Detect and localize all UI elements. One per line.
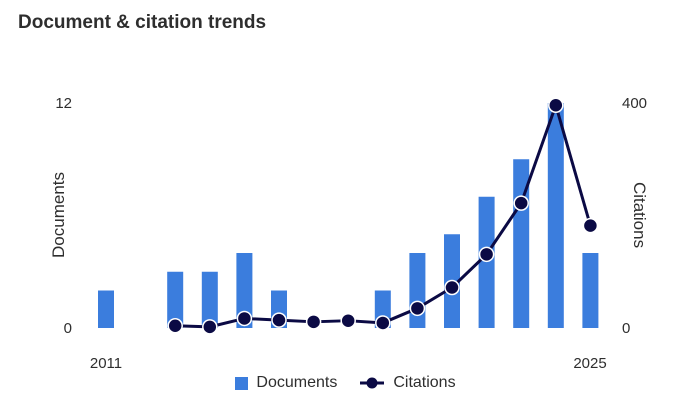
documents-bar-2024[interactable] (547, 103, 564, 328)
citations-point-2021[interactable] (444, 279, 460, 296)
y-left-tick-min: 0 (64, 320, 72, 337)
documents-bar-2020[interactable] (409, 253, 426, 328)
y-right-tick-max: 400 (622, 95, 647, 112)
x-tick-end: 2025 (573, 355, 606, 370)
citations-point-2019[interactable] (375, 315, 391, 331)
citations-point-2020[interactable] (409, 300, 426, 317)
documents-bar-2013[interactable] (167, 271, 184, 328)
y-left-axis-label: Documents (49, 172, 68, 258)
documents-bar-2022[interactable] (478, 196, 495, 328)
legend-item-documents[interactable]: Documents (235, 374, 337, 392)
y-right-tick-min: 0 (622, 320, 630, 337)
documents-bar-2011[interactable] (98, 290, 114, 329)
chart-title: Document & citation trends (18, 12, 267, 33)
x-tick-start: 2011 (90, 355, 122, 370)
citations-line (167, 97, 599, 335)
chart-legend: Documents Citations (0, 374, 691, 392)
trend-chart: 12 0 400 0 2011 2025 Documents Citations (49, 95, 649, 370)
legend-label-documents: Documents (256, 374, 338, 391)
bar-swatch-icon (235, 376, 249, 390)
documents-bar-2014[interactable] (201, 271, 218, 328)
citations-point-2013[interactable] (167, 318, 183, 334)
documents-bar-2015[interactable] (236, 253, 253, 328)
citations-point-2018[interactable] (340, 312, 356, 329)
citations-point-2017[interactable] (305, 314, 322, 330)
citations-point-2025[interactable] (582, 217, 599, 234)
citations-point-2024[interactable] (548, 97, 564, 113)
citations-point-2014[interactable] (202, 319, 218, 335)
y-right-axis-label: Citations (630, 182, 649, 248)
citations-point-2022[interactable] (478, 246, 495, 263)
line-marker-icon (360, 377, 385, 389)
citations-point-2023[interactable] (513, 195, 529, 211)
citations-point-2015[interactable] (236, 310, 253, 327)
legend-label-citations: Citations (393, 374, 456, 391)
documents-bar-2025[interactable] (582, 253, 599, 328)
documents-bars (98, 103, 599, 329)
legend-item-citations[interactable]: Citations (359, 374, 456, 392)
citations-point-2016[interactable] (271, 312, 287, 328)
y-left-tick-max: 12 (55, 95, 72, 112)
